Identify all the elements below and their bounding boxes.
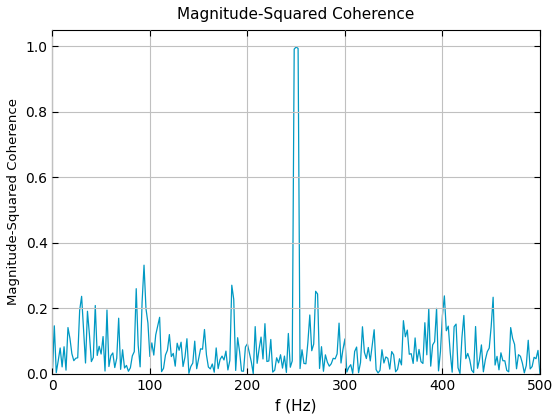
Y-axis label: Magnitude-Squared Coherence: Magnitude-Squared Coherence [7, 98, 20, 305]
Title: Magnitude-Squared Coherence: Magnitude-Squared Coherence [178, 7, 415, 22]
X-axis label: f (Hz): f (Hz) [276, 398, 317, 413]
